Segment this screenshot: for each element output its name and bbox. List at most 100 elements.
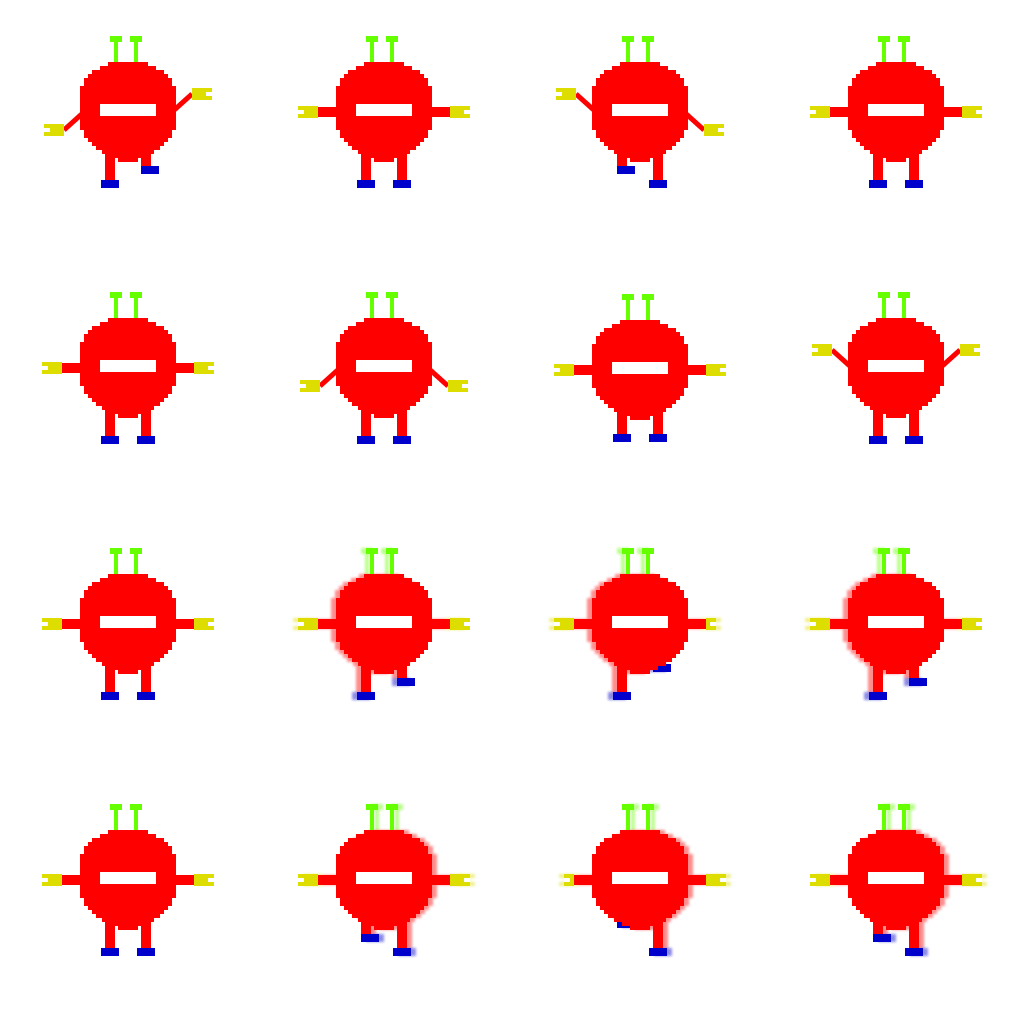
robot-sprite-icon xyxy=(810,804,987,956)
hand-icon xyxy=(812,344,832,356)
hand-notch xyxy=(810,110,816,114)
antenna-tip-icon xyxy=(366,804,378,810)
antenna xyxy=(370,298,374,318)
sprite-frame xyxy=(512,512,768,768)
left-shoe xyxy=(361,934,379,942)
sprite-frame xyxy=(768,512,1024,768)
antenna-tip-icon xyxy=(110,548,122,554)
left-leg xyxy=(873,660,883,694)
hand-notch xyxy=(44,128,50,132)
antenna xyxy=(626,554,630,574)
antenna xyxy=(646,810,650,830)
antenna xyxy=(134,42,138,62)
robot-mouth xyxy=(356,872,412,884)
left-arm xyxy=(318,619,340,629)
left-shoe xyxy=(873,934,891,942)
antenna-tip-icon xyxy=(110,292,122,298)
robot xyxy=(300,292,468,444)
right-arm xyxy=(684,619,706,629)
hand-notch xyxy=(208,622,214,626)
hand-icon xyxy=(298,106,318,118)
hand-icon xyxy=(450,106,470,118)
antenna-tip-icon xyxy=(642,548,654,554)
hand-icon xyxy=(42,362,62,374)
right-leg xyxy=(141,404,151,438)
antenna-tip-icon xyxy=(130,548,142,554)
left-leg xyxy=(617,402,627,436)
antenna-tip-icon xyxy=(898,804,910,810)
right-shoe xyxy=(649,434,667,442)
right-leg xyxy=(909,404,919,438)
hand-icon xyxy=(192,88,212,100)
left-arm xyxy=(830,619,852,629)
robot-sprite-icon xyxy=(554,294,726,442)
robot xyxy=(812,292,980,444)
antenna xyxy=(887,810,891,830)
robot xyxy=(298,36,470,188)
antenna xyxy=(641,554,645,574)
sprite-frame xyxy=(512,0,768,256)
left-arm xyxy=(62,363,84,373)
antenna-tip-icon xyxy=(386,292,398,298)
antenna-tip-icon xyxy=(110,36,122,42)
antenna xyxy=(902,42,906,62)
robot-mouth xyxy=(100,616,156,628)
right-shoe xyxy=(393,436,411,444)
right-leg xyxy=(909,916,919,950)
antenna xyxy=(877,554,881,574)
robot-mouth xyxy=(612,616,668,628)
hand-icon xyxy=(960,344,980,356)
right-shoe xyxy=(649,948,667,956)
antenna xyxy=(646,554,650,574)
robot-mouth xyxy=(612,362,668,374)
robot-sprite-icon xyxy=(42,292,214,444)
robot-mouth xyxy=(100,104,156,116)
antenna xyxy=(907,810,911,830)
antenna xyxy=(626,300,630,320)
hand-notch xyxy=(464,110,470,114)
right-arm xyxy=(172,875,194,885)
hand-icon xyxy=(42,874,62,886)
robot-sprite-icon xyxy=(549,548,721,700)
antenna xyxy=(626,42,630,62)
left-arm xyxy=(62,619,84,629)
robot-mouth xyxy=(868,104,924,116)
antenna-tip-icon xyxy=(130,804,142,810)
antenna-tip-icon xyxy=(642,36,654,42)
robot-mouth xyxy=(356,616,412,628)
left-shoe xyxy=(869,180,887,188)
hand-icon xyxy=(704,124,724,136)
hand-notch xyxy=(810,622,816,626)
robot xyxy=(42,292,214,444)
robot xyxy=(42,804,214,956)
hand-icon xyxy=(448,380,468,392)
hand-notch xyxy=(464,878,470,882)
right-shoe xyxy=(137,692,155,700)
robot xyxy=(564,804,726,956)
antenna-tip-icon xyxy=(130,36,142,42)
robot-sprite-icon xyxy=(810,36,982,188)
robot-mouth xyxy=(868,360,924,372)
hand-icon xyxy=(194,874,214,886)
robot-sprite-icon xyxy=(559,804,731,956)
antenna xyxy=(882,810,886,830)
hand-notch xyxy=(298,878,304,882)
antenna-tip-icon xyxy=(386,804,398,810)
left-leg xyxy=(361,660,371,694)
sprite-frame xyxy=(256,768,512,1024)
robot xyxy=(298,804,470,956)
antenna xyxy=(370,810,374,830)
robot-mouth xyxy=(356,104,412,116)
hand-notch xyxy=(976,878,982,882)
hand-icon xyxy=(962,874,982,886)
hand-notch xyxy=(469,878,475,882)
right-leg xyxy=(653,916,663,950)
antenna xyxy=(114,42,118,62)
left-arm xyxy=(830,875,852,885)
left-leg xyxy=(105,148,115,182)
right-leg xyxy=(397,916,407,950)
hand-icon xyxy=(298,874,318,886)
antenna xyxy=(390,298,394,318)
antenna-tip-icon xyxy=(130,292,142,298)
robot-sprite-icon xyxy=(42,548,214,700)
